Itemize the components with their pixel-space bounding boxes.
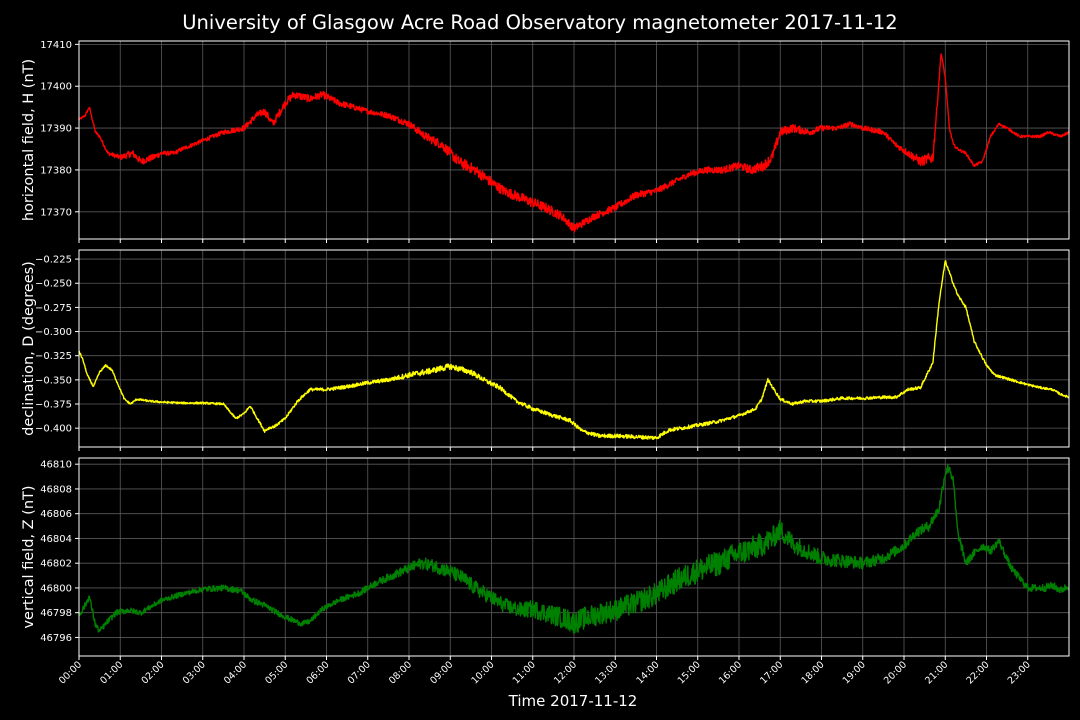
y-tick-label: −0.225 — [35, 255, 72, 266]
y-tick-label: 46808 — [40, 484, 72, 495]
y-tick-label: 17410 — [40, 40, 72, 51]
y-tick-label: −0.375 — [35, 400, 72, 411]
y-axis-label: horizontal field, H (nT) — [21, 59, 37, 221]
y-tick-label: −0.325 — [35, 351, 72, 362]
panel-declination: −0.400 −0.375 −0.350 −0.325 −0.300 −0.275 −0.2… — [21, 249, 1070, 451]
y-tick-label: −0.350 — [35, 375, 72, 386]
y-tick-label: −0.275 — [35, 303, 72, 314]
y-tick-label: 46810 — [40, 460, 72, 471]
y-tick-label: 46804 — [40, 534, 72, 545]
y-tick-label: 17380 — [40, 165, 72, 176]
series-line-horizontal-field — [78, 53, 1070, 233]
figure-title: University of Glasgow Acre Road Observat… — [182, 11, 897, 34]
y-tick-label: −0.300 — [35, 327, 72, 338]
x-axis-label: Time 2017-11-12 — [508, 692, 638, 710]
y-axis-label: vertical field, Z (nT) — [21, 485, 37, 628]
y-tick-label: 46796 — [40, 633, 72, 644]
series-line-vertical-field — [78, 464, 1070, 634]
y-tick-label: 46798 — [40, 608, 72, 619]
y-tick-label: 46806 — [40, 509, 72, 520]
series-line-declination — [78, 260, 1070, 440]
y-tick-label: 46802 — [40, 559, 72, 570]
y-tick-label: 46800 — [40, 583, 72, 594]
y-axis-label: declination, D (degrees) — [21, 261, 37, 436]
y-tick-label: −0.250 — [35, 279, 72, 290]
y-tick-label: 17400 — [40, 82, 72, 93]
y-tick-label: 17370 — [40, 207, 72, 218]
y-tick-label: −0.400 — [35, 424, 72, 435]
y-tick-label: 17390 — [40, 124, 72, 135]
